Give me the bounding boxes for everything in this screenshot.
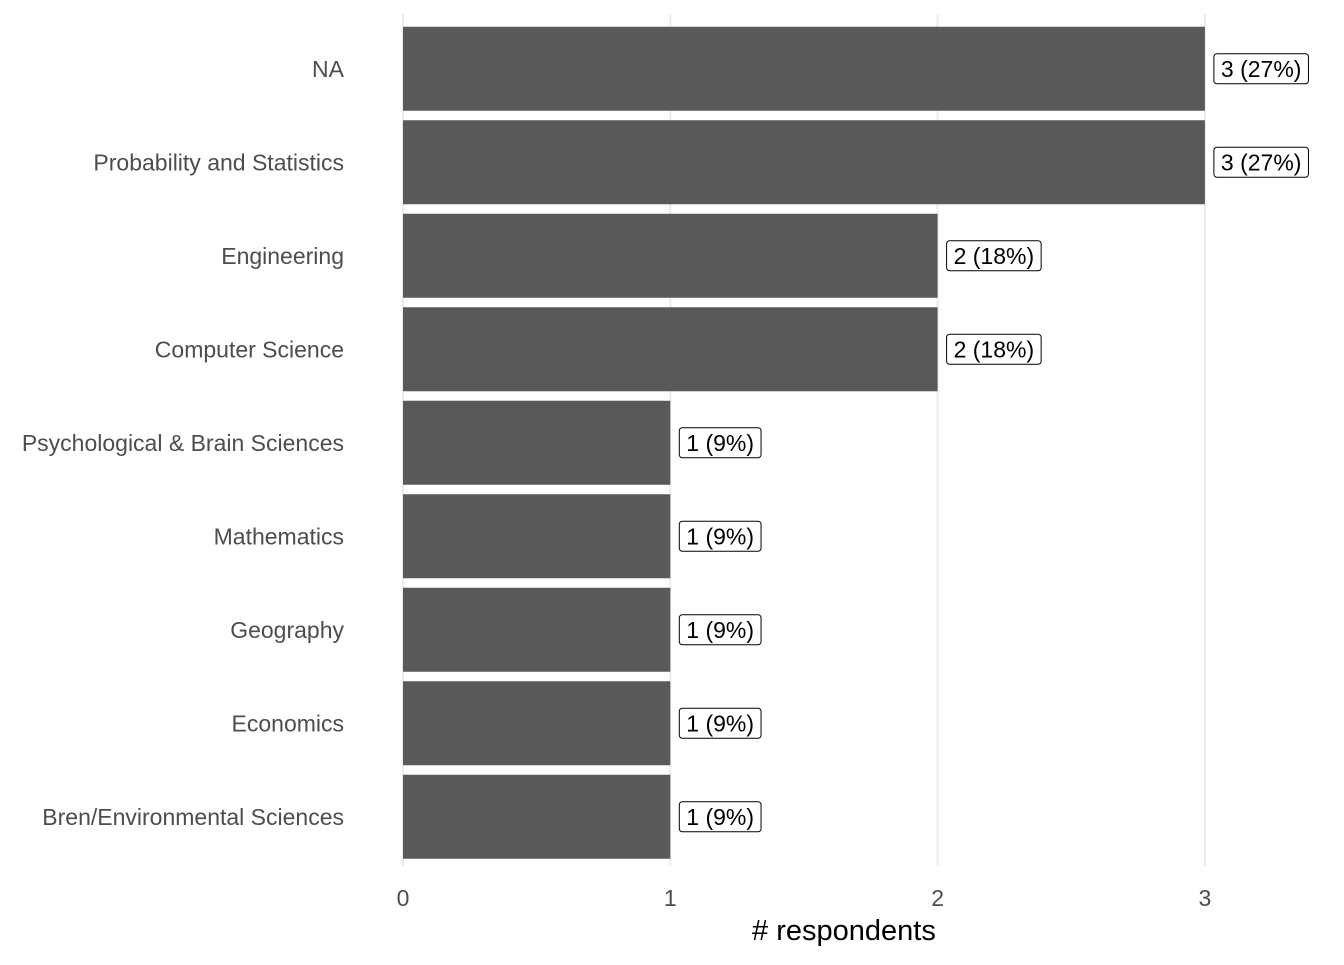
- data-label-text: 3 (27%): [1221, 149, 1302, 175]
- data-label-box: [678, 801, 762, 833]
- data-label-box: [1213, 53, 1309, 85]
- category-label: Engineering: [221, 243, 344, 269]
- data-label-box: [678, 707, 762, 739]
- category-label: Probability and Statistics: [93, 149, 344, 175]
- data-label-box: [1213, 146, 1309, 178]
- x-tick-label: 0: [397, 885, 410, 911]
- category-label: Computer Science: [155, 336, 344, 362]
- data-label-box: [946, 240, 1042, 272]
- category-label: Psychological & Brain Sciences: [22, 430, 344, 456]
- data-label-box: [946, 333, 1042, 365]
- data-labels: 3 (27%) 3 (27%) 2 (18%) 2 (18%) 1 (9%) 1 (9%)…: [678, 53, 1309, 833]
- x-axis-title: # respondents: [752, 915, 936, 947]
- data-label: 1 (9%): [678, 520, 762, 552]
- data-label: 1 (9%): [678, 801, 762, 833]
- x-tick-label: 3: [1199, 885, 1212, 911]
- data-label: 1 (9%): [678, 707, 762, 739]
- data-label-box: [678, 427, 762, 459]
- data-label-box: [678, 614, 762, 646]
- bar: [403, 774, 671, 859]
- data-label-text: 2 (18%): [954, 243, 1035, 269]
- category-label: Geography: [230, 617, 344, 643]
- category-label: Economics: [232, 710, 344, 736]
- data-label-text: 1 (9%): [686, 710, 754, 736]
- bars: [403, 26, 1205, 859]
- bar: [403, 400, 671, 485]
- data-label: 1 (9%): [678, 614, 762, 646]
- x-tick-label: 2: [931, 885, 944, 911]
- bar: [403, 681, 671, 766]
- data-label-text: 2 (18%): [954, 336, 1035, 362]
- x-tick-label: 1: [664, 885, 677, 911]
- bar: [403, 494, 671, 579]
- data-label: 1 (9%): [678, 427, 762, 459]
- bar: [403, 213, 938, 298]
- category-label: Mathematics: [214, 523, 344, 549]
- data-label: 3 (27%): [1213, 53, 1309, 85]
- bar: [403, 120, 1205, 205]
- category-label: NA: [312, 56, 345, 82]
- data-label-text: 1 (9%): [686, 804, 754, 830]
- data-label: 2 (18%): [946, 333, 1042, 365]
- category-labels: NA Probability and Statistics Engineering C…: [22, 56, 345, 830]
- category-label: Bren/Environmental Sciences: [42, 804, 344, 830]
- bar: [403, 307, 938, 392]
- data-label-text: 1 (9%): [686, 430, 754, 456]
- data-label: 2 (18%): [946, 240, 1042, 272]
- x-axis-ticks: 0 1 2 3: [397, 885, 1212, 911]
- data-label-text: 3 (27%): [1221, 56, 1302, 82]
- data-label-text: 1 (9%): [686, 523, 754, 549]
- bar: [403, 587, 671, 672]
- data-label: 3 (27%): [1213, 146, 1309, 178]
- bar: [403, 26, 1205, 111]
- data-label-box: [678, 520, 762, 552]
- data-label-text: 1 (9%): [686, 617, 754, 643]
